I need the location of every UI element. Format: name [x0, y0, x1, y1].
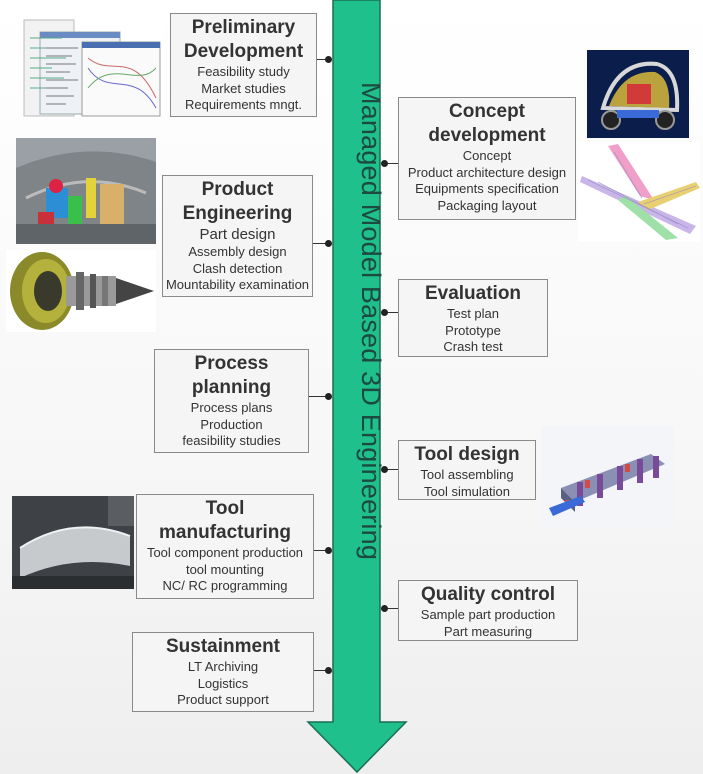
stage-preliminary-development: Preliminary Development Feasibility stud…: [170, 13, 317, 117]
stage-tool-design: Tool design Tool assembling Tool simulat…: [398, 440, 536, 500]
concept-car-cad-image: [587, 50, 689, 138]
stage-item: NC/ RC programming: [162, 578, 288, 593]
connector-tool-design: [384, 469, 399, 470]
stage-quality-control: Quality control Sample part production P…: [398, 580, 578, 641]
stage-item: Mountability examination: [165, 277, 310, 292]
stage-item: Product support: [177, 692, 269, 707]
stage-item: Tool component production: [146, 545, 304, 560]
stage-item: Part measuring: [443, 623, 533, 639]
stamping-tool-image: [12, 496, 134, 589]
stage-item: Equipments specification: [415, 181, 559, 196]
stage-title: Process planning: [191, 353, 272, 398]
connector-dot-quality-control: [381, 605, 388, 612]
stage-item: Sample part production: [420, 607, 556, 622]
stage-item: tool mounting: [185, 561, 265, 577]
stage-title: Quality control: [420, 584, 556, 605]
connector-dot-tool-design: [381, 466, 388, 473]
stage-item: Tool simulation: [424, 483, 510, 499]
stage-title: Tool manufacturing: [159, 498, 291, 543]
stage-item: Prototype: [445, 322, 501, 338]
stage-item: Product architecture design: [407, 164, 567, 180]
stage-item: Requirements mngt.: [184, 97, 303, 112]
stage-title: Evaluation: [424, 283, 522, 304]
stage-title: Tool design: [414, 444, 520, 465]
connector-sustainment: [313, 670, 330, 671]
stage-title: Preliminary Development: [183, 17, 304, 62]
connector-dot-tool-manufacturing: [325, 547, 332, 554]
connector-dot-evaluation: [381, 309, 388, 316]
connector-dot-process-planning: [325, 393, 332, 400]
connector-dot-sustainment: [325, 667, 332, 674]
connector-evaluation: [384, 312, 399, 313]
stage-item: Tool assembling: [420, 467, 514, 482]
stage-item: Process plans: [190, 400, 273, 415]
stage-title: Product Engineering: [182, 179, 293, 224]
connector-concept: [384, 163, 399, 164]
connector-product-engineering: [312, 243, 330, 244]
stage-item: Packaging layout: [437, 197, 537, 213]
spine-arrow-shape: [306, 0, 408, 774]
stage-item: Logistics: [197, 675, 249, 691]
stage-item: Production: [200, 416, 263, 432]
tool-fixture-cad-image: [541, 426, 674, 528]
stage-item: Part design: [199, 226, 276, 243]
connector-dot-preliminary: [325, 56, 332, 63]
stage-item: Clash detection: [192, 260, 283, 276]
car-interior-cad-image: [16, 138, 156, 244]
stage-item: Assembly design: [188, 244, 287, 259]
stage-concept-development: Concept development Concept Product arch…: [398, 97, 576, 220]
connector-preliminary: [316, 59, 330, 60]
stage-item: Crash test: [443, 339, 503, 354]
stage-item: Test plan: [446, 306, 500, 321]
stage-sustainment: Sustainment LT Archiving Logistics Produ…: [132, 632, 314, 712]
stage-title: Concept development: [428, 101, 546, 146]
stage-product-engineering: Product Engineering Part design Assembly…: [162, 175, 313, 297]
software-screenshot-image: [22, 18, 162, 118]
stage-item: LT Archiving: [187, 659, 259, 674]
connector-tool-manufacturing: [313, 550, 330, 551]
stage-item: Market studies: [201, 80, 286, 96]
stage-evaluation: Evaluation Test plan Prototype Crash tes…: [398, 279, 548, 357]
stage-process-planning: Process planning Process plans Productio…: [154, 349, 309, 453]
stage-item: Feasibility study: [197, 64, 290, 79]
stage-item: feasibility studies: [182, 433, 281, 448]
connector-quality-control: [384, 608, 399, 609]
connector-process-planning: [308, 396, 330, 397]
aircraft-wireframe-image: [578, 142, 700, 242]
jet-engine-image: [6, 250, 156, 332]
stage-item: Concept: [462, 148, 512, 163]
connector-dot-concept: [381, 160, 388, 167]
connector-dot-product-engineering: [325, 240, 332, 247]
stage-tool-manufacturing: Tool manufacturing Tool component produc…: [136, 494, 314, 599]
stage-title: Sustainment: [165, 636, 281, 657]
